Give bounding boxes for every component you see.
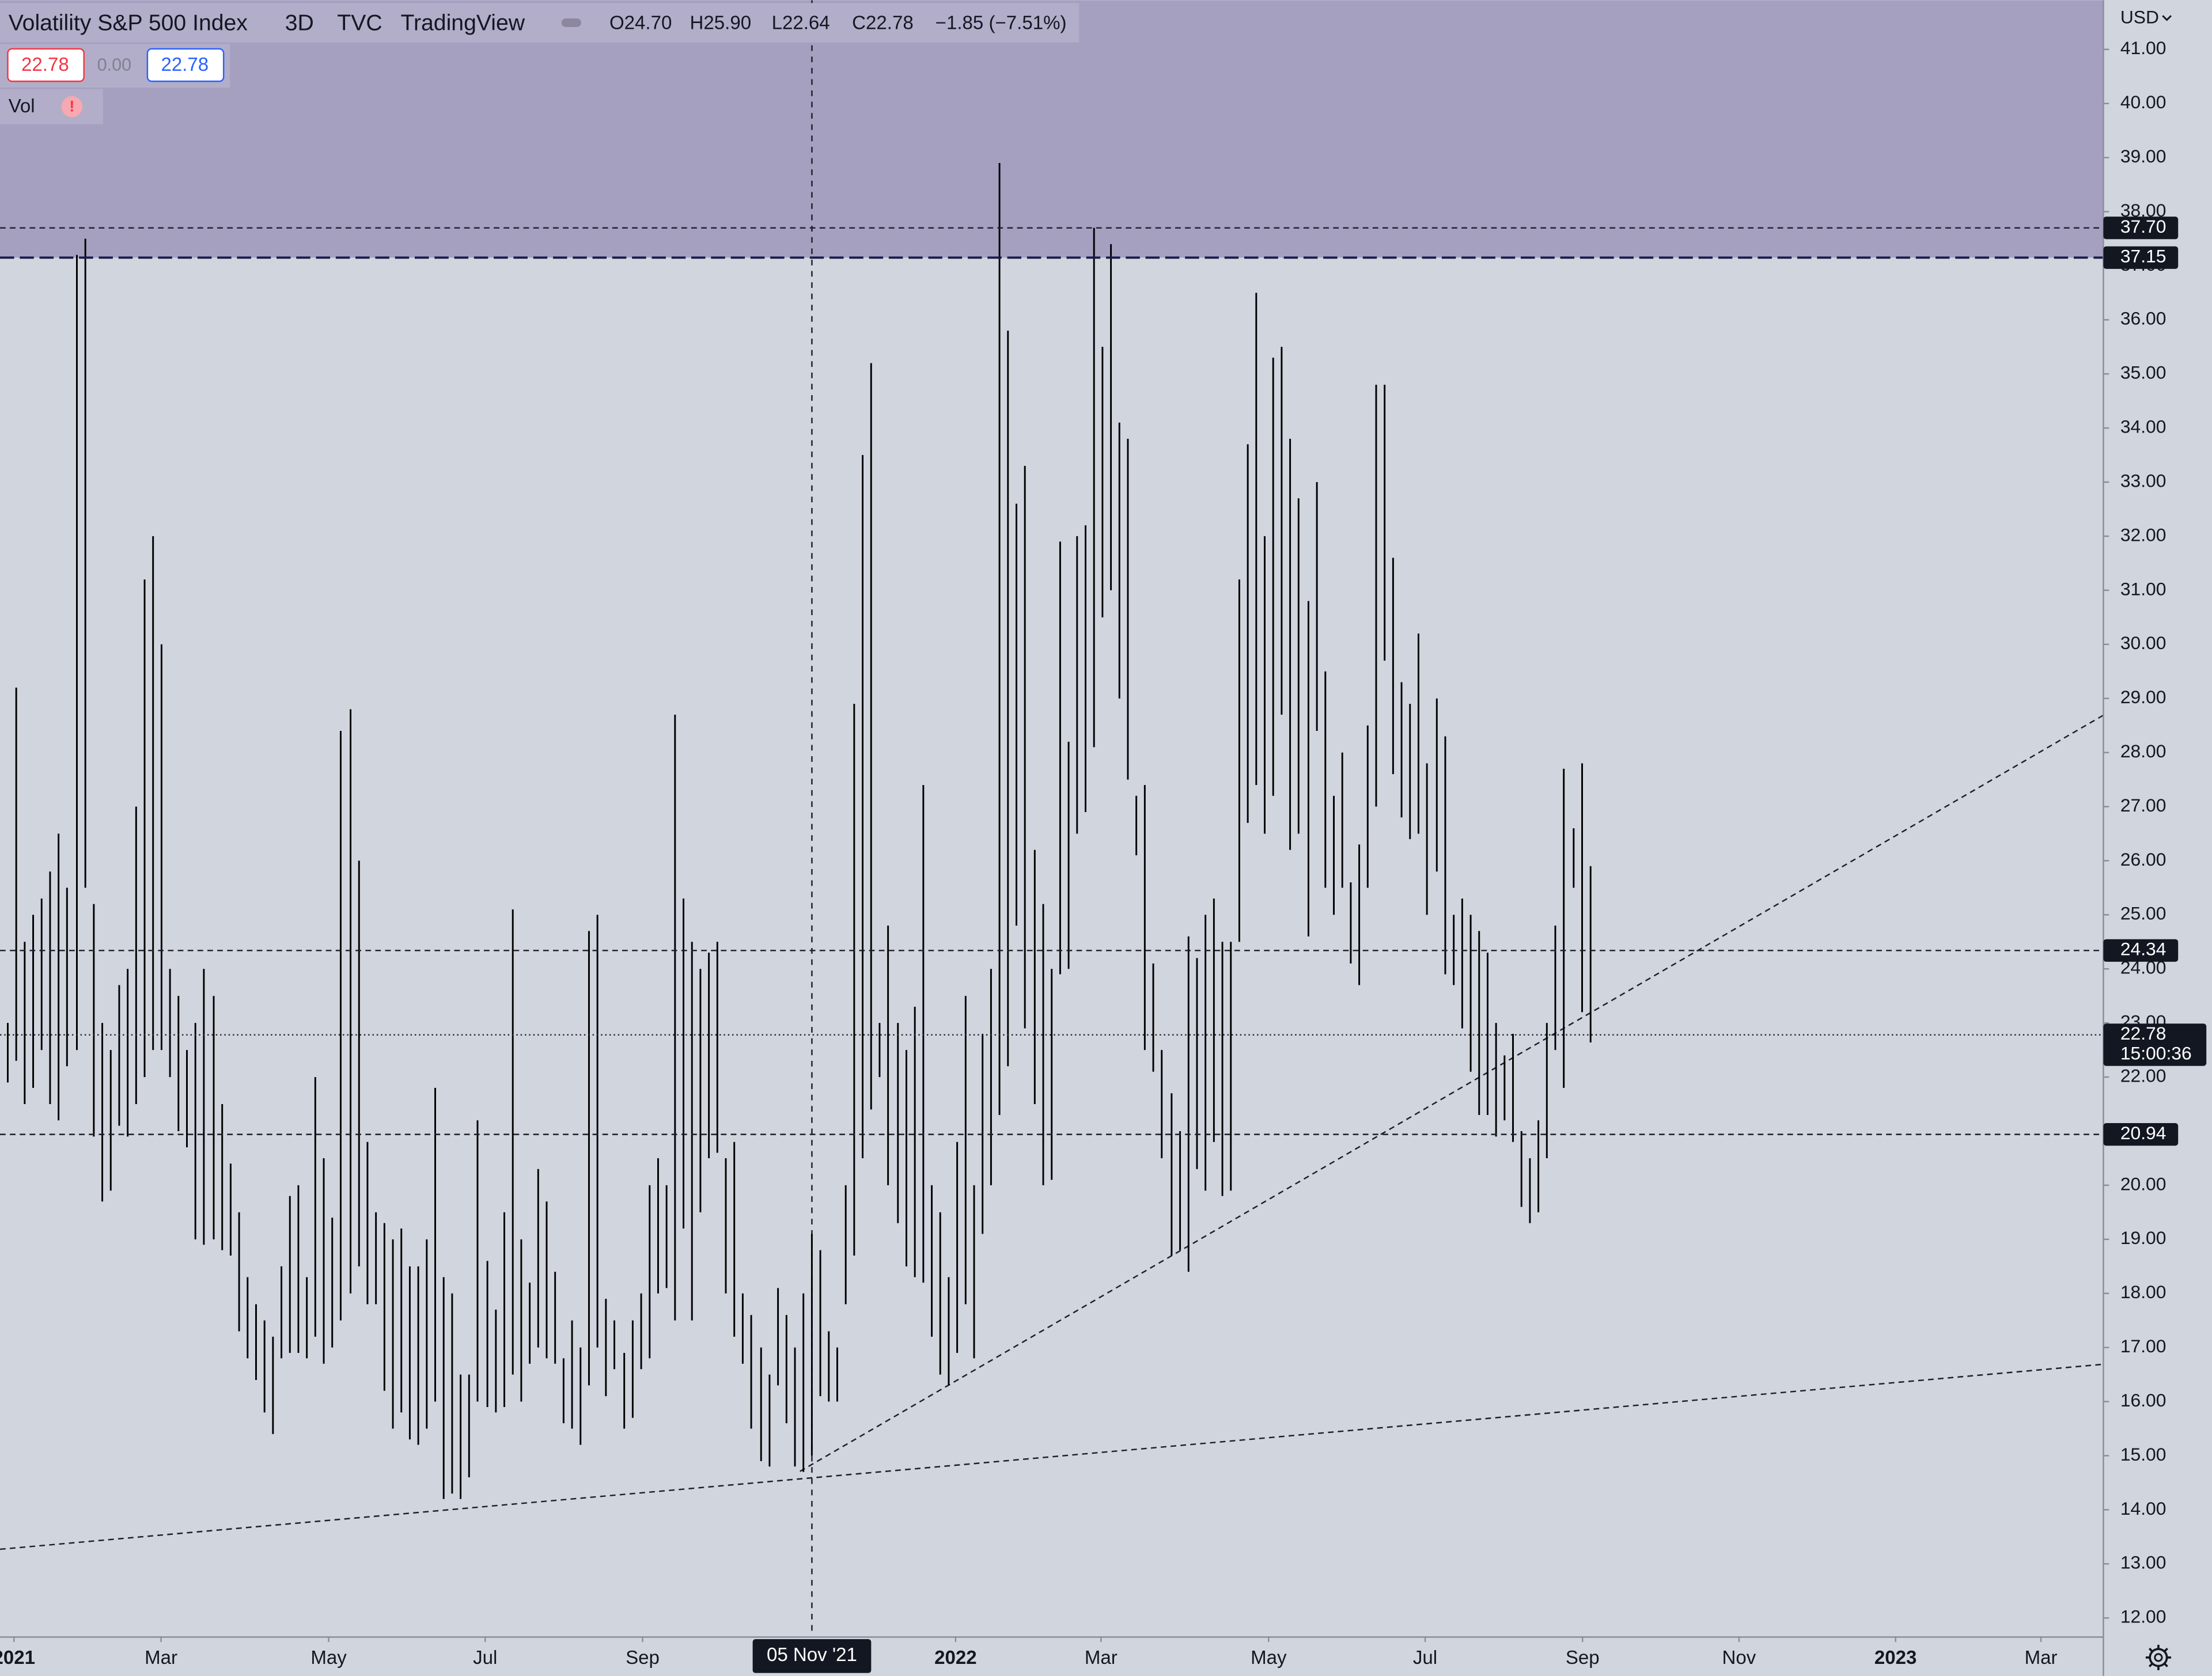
y-tick-label: 30.00	[2120, 632, 2166, 653]
y-tick-label: 35.00	[2120, 362, 2166, 383]
ohlc-low: L22.64	[772, 13, 830, 34]
countdown-label: 15:00:36	[2120, 1043, 2192, 1064]
level-price-label: 37.15	[2120, 246, 2166, 267]
level-price-box	[2103, 939, 2179, 962]
y-tick-label: 26.00	[2120, 849, 2166, 870]
interval[interactable]: 3D	[285, 10, 314, 35]
y-tick-label: 22.00	[2120, 1065, 2166, 1086]
y-tick-label: 25.00	[2120, 903, 2166, 924]
y-tick-label: 18.00	[2120, 1281, 2166, 1302]
resistance-zone	[0, 0, 2104, 258]
y-tick-label: 41.00	[2120, 37, 2166, 58]
indicator-name[interactable]: Vol	[9, 96, 35, 117]
ohlc-change: −1.85 (−7.51%)	[935, 13, 1067, 34]
y-tick-label: 40.00	[2120, 92, 2166, 112]
y-tick-label: 20.00	[2120, 1173, 2166, 1194]
header-panel	[0, 3, 1080, 43]
x-tick-label: Sep	[1566, 1647, 1600, 1669]
x-tick-label: Sep	[626, 1647, 660, 1669]
ohlc-open: O24.70	[609, 13, 672, 34]
trendline	[800, 714, 2104, 1472]
x-tick-label: Jul	[473, 1647, 497, 1669]
x-tick-label: 2023	[1874, 1647, 1917, 1669]
buy-price[interactable]: 22.78	[161, 54, 209, 75]
level-price-label: 37.70	[2120, 216, 2166, 237]
sell-price[interactable]: 22.78	[21, 54, 69, 75]
overlay: Volatility S&P 500 Index 3D TVC TradingV…	[0, 3, 2172, 1670]
x-tick-label: Nov	[1722, 1647, 1756, 1669]
y-tick-label: 19.00	[2120, 1227, 2166, 1248]
y-tick-label: 32.00	[2120, 524, 2166, 545]
level-price-box	[2103, 246, 2179, 269]
y-tick-label: 39.00	[2120, 146, 2166, 166]
x-tick-label: Jul	[1413, 1647, 1437, 1669]
x-tick-label: May	[310, 1647, 347, 1669]
x-tick-label: May	[1251, 1647, 1287, 1669]
exchange: TVC	[337, 10, 382, 35]
x-tick-label: Mar	[145, 1647, 177, 1669]
ohlc-close: C22.78	[852, 13, 914, 34]
y-tick-label: 34.00	[2120, 416, 2166, 437]
spread: 0.00	[97, 55, 132, 74]
buy-box[interactable]	[146, 48, 225, 82]
trendline	[0, 1363, 2104, 1550]
level-price-box	[2103, 217, 2179, 240]
market-status-icon[interactable]	[561, 18, 581, 27]
level-price-label: 20.94	[2120, 1123, 2166, 1143]
y-tick-label: 31.00	[2120, 578, 2166, 599]
y-tick-label: 14.00	[2120, 1498, 2166, 1519]
currency-caret[interactable]	[2162, 15, 2172, 21]
y-tick-label: 16.00	[2120, 1390, 2166, 1410]
crosshair-label: 05 Nov '21	[767, 1644, 857, 1666]
currency[interactable]: USD	[2120, 7, 2159, 28]
y-tick-label: 36.00	[2120, 308, 2166, 329]
settings-icon[interactable]	[2145, 1644, 2171, 1670]
level-price-box	[2103, 1023, 2207, 1066]
y-tick-label: 27.00	[2120, 795, 2166, 816]
gear-hub[interactable]	[2154, 1653, 2163, 1662]
ohlc-high: H25.90	[690, 13, 752, 34]
warning-icon[interactable]	[61, 96, 83, 117]
level-price-box	[2103, 1123, 2179, 1146]
source: TradingView	[401, 10, 525, 35]
gear-teeth[interactable]	[2145, 1644, 2171, 1670]
y-tick-label: 15.00	[2120, 1444, 2166, 1465]
y-tick-label: 33.00	[2120, 470, 2166, 491]
symbol-title[interactable]: Volatility S&P 500 Index	[9, 10, 248, 35]
x-tick-label: 2022	[934, 1647, 977, 1669]
level-price-label: 22.78	[2120, 1023, 2166, 1044]
x-tick-label: Mar	[1085, 1647, 1118, 1669]
y-tick-label: 29.00	[2120, 687, 2166, 707]
plot-area	[0, 0, 2104, 1637]
axes: 12.00 13.00 14.00 15.00 16.00 17.00 18.00 19.00…	[0, 37, 2207, 1673]
y-tick-label: 28.00	[2120, 741, 2166, 761]
indicator-panel	[0, 89, 103, 124]
x-tick-label: 2021	[0, 1647, 35, 1669]
sell-box[interactable]	[7, 48, 85, 82]
y-tick-label: 17.00	[2120, 1336, 2166, 1356]
crosshair-label-box	[752, 1639, 872, 1673]
warning-mark[interactable]: !	[69, 98, 74, 115]
level-price-label: 24.34	[2120, 939, 2166, 960]
y-tick-label: 12.00	[2120, 1606, 2166, 1627]
y-tick-label: 13.00	[2120, 1552, 2166, 1573]
x-tick-label: Mar	[2025, 1647, 2058, 1669]
